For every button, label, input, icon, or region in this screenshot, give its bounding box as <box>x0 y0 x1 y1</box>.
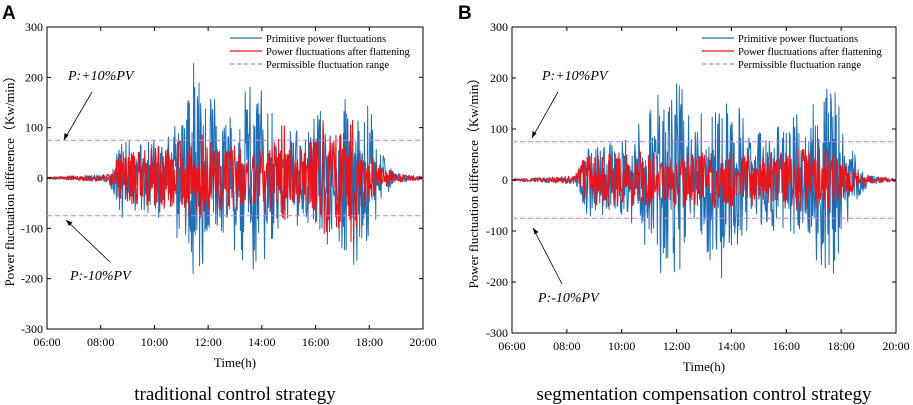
panel-b-y-tick-label: 0 <box>502 173 508 187</box>
panel-b-x-tick-label: 14:00 <box>718 339 745 353</box>
panel-a-legend-range: Permissible fluctuation range <box>266 60 389 71</box>
panel-a-y-ticks: -300 -200 -100 0 100 200 300 <box>21 20 423 336</box>
panel-a-y-tick-label: -200 <box>21 272 43 286</box>
panel-a-series <box>46 63 424 275</box>
panel-b-x-tick-label: 16:00 <box>773 339 800 353</box>
panel-a-flattened-series-line <box>46 119 424 243</box>
panel-b-y-tick-label: -300 <box>486 326 508 340</box>
panel-a-legend-primitive: Primitive power fluctuations <box>266 34 386 45</box>
panel-b-label: B <box>458 3 472 24</box>
panel-a-y-tick-label: 300 <box>25 20 43 34</box>
panel-a-annotation-lower-arrow <box>65 219 111 263</box>
panel-a-annotation-upper-arrowhead <box>64 133 69 140</box>
panel-b-x-tick-label: 12:00 <box>663 339 690 353</box>
panel-a-annotation-upper: P:+10%PV <box>67 69 135 84</box>
panel-b-x-tick-label: 06:00 <box>498 339 525 353</box>
panel-a-caption: traditional control strategy <box>134 384 336 405</box>
panel-b-y-tick-label: 200 <box>490 71 508 85</box>
panel-a-y-tick-label: 100 <box>25 121 43 135</box>
panel-b-x-tick-label: 20:00 <box>882 339 909 353</box>
panel-a-y-tick-label: 200 <box>25 70 43 84</box>
panel-b: B -300 -200 -100 0 100 200 300 06:00 08:00 10:00… <box>458 3 910 405</box>
panel-b-y-axis-title: Power fluctuation difference（Kw/min） <box>466 71 481 288</box>
panel-b-y-tick-label: -200 <box>486 275 508 289</box>
panel-b-y-tick-label: 300 <box>490 20 508 34</box>
panel-a-x-tick-label: 20:00 <box>409 335 436 349</box>
panel-a-x-tick-label: 12:00 <box>194 335 221 349</box>
panel-a-annotation-lower: P:-10%PV <box>69 269 132 284</box>
panel-b-caption: segmentation compensation control strate… <box>536 384 872 405</box>
panel-a: A -300 -200 -100 0 100 200 300 06:00 08:00 10:00… <box>2 3 437 405</box>
panel-b-flattened-series-line <box>511 147 897 212</box>
panel-a-x-tick-label: 06:00 <box>33 335 60 349</box>
panel-b-legend-range: Permissible fluctuation range <box>738 60 861 71</box>
panel-b-x-ticks: 06:00 08:00 10:00 12:00 14:00 16:00 18:00 20:00 <box>498 27 910 353</box>
panel-a-label: A <box>2 3 16 24</box>
panel-b-y-ticks: -300 -200 -100 0 100 200 300 <box>486 20 896 340</box>
panel-a-y-axis-title: Power fluctuation difference（Kw/min） <box>2 69 17 286</box>
panel-a-legend-flattened: Power fluctuations after flattening <box>266 47 410 58</box>
panel-a-x-axis-title: Time(h) <box>214 355 256 370</box>
panel-a-x-tick-label: 14:00 <box>248 335 275 349</box>
panel-b-x-tick-label: 10:00 <box>608 339 635 353</box>
panel-b-annotation-lower-arrow <box>532 227 563 285</box>
panel-a-y-tick-label: 0 <box>37 171 43 185</box>
panel-b-x-tick-label: 08:00 <box>553 339 580 353</box>
panel-b-annotation-upper-arrowhead <box>532 131 537 138</box>
panel-b-legend-flattened: Power fluctuations after flattening <box>738 47 882 58</box>
panel-a-x-ticks: 06:00 08:00 10:00 12:00 14:00 16:00 18:00 20:00 <box>33 27 437 349</box>
panel-a-annotation-upper-arrow <box>63 91 93 141</box>
panel-b-y-tick-label: 100 <box>490 122 508 136</box>
panel-b-annotation-upper: P:+10%PV <box>541 69 609 84</box>
panel-b-legend-primitive: Primitive power fluctuations <box>738 34 858 45</box>
panel-b-y-tick-label: -100 <box>486 224 508 238</box>
panel-a-annotation-lower-arrowhead <box>66 220 73 226</box>
panel-a-x-tick-label: 16:00 <box>302 335 329 349</box>
panel-a-x-tick-label: 08:00 <box>87 335 114 349</box>
panel-b-x-tick-label: 18:00 <box>827 339 854 353</box>
panel-b-x-axis-title: Time(h) <box>683 359 725 374</box>
panel-a-x-tick-label: 18:00 <box>356 335 383 349</box>
panel-a-y-tick-label: -100 <box>21 221 43 235</box>
panel-a-x-tick-label: 10:00 <box>141 335 168 349</box>
panel-b-annotation-lower: P:-10%PV <box>537 291 600 306</box>
panel-b-annotation-upper-arrow <box>531 91 559 139</box>
panel-b-annotation-lower-arrowhead <box>533 228 539 235</box>
panel-b-series <box>511 83 897 278</box>
panel-a-y-tick-label: -300 <box>21 322 43 336</box>
